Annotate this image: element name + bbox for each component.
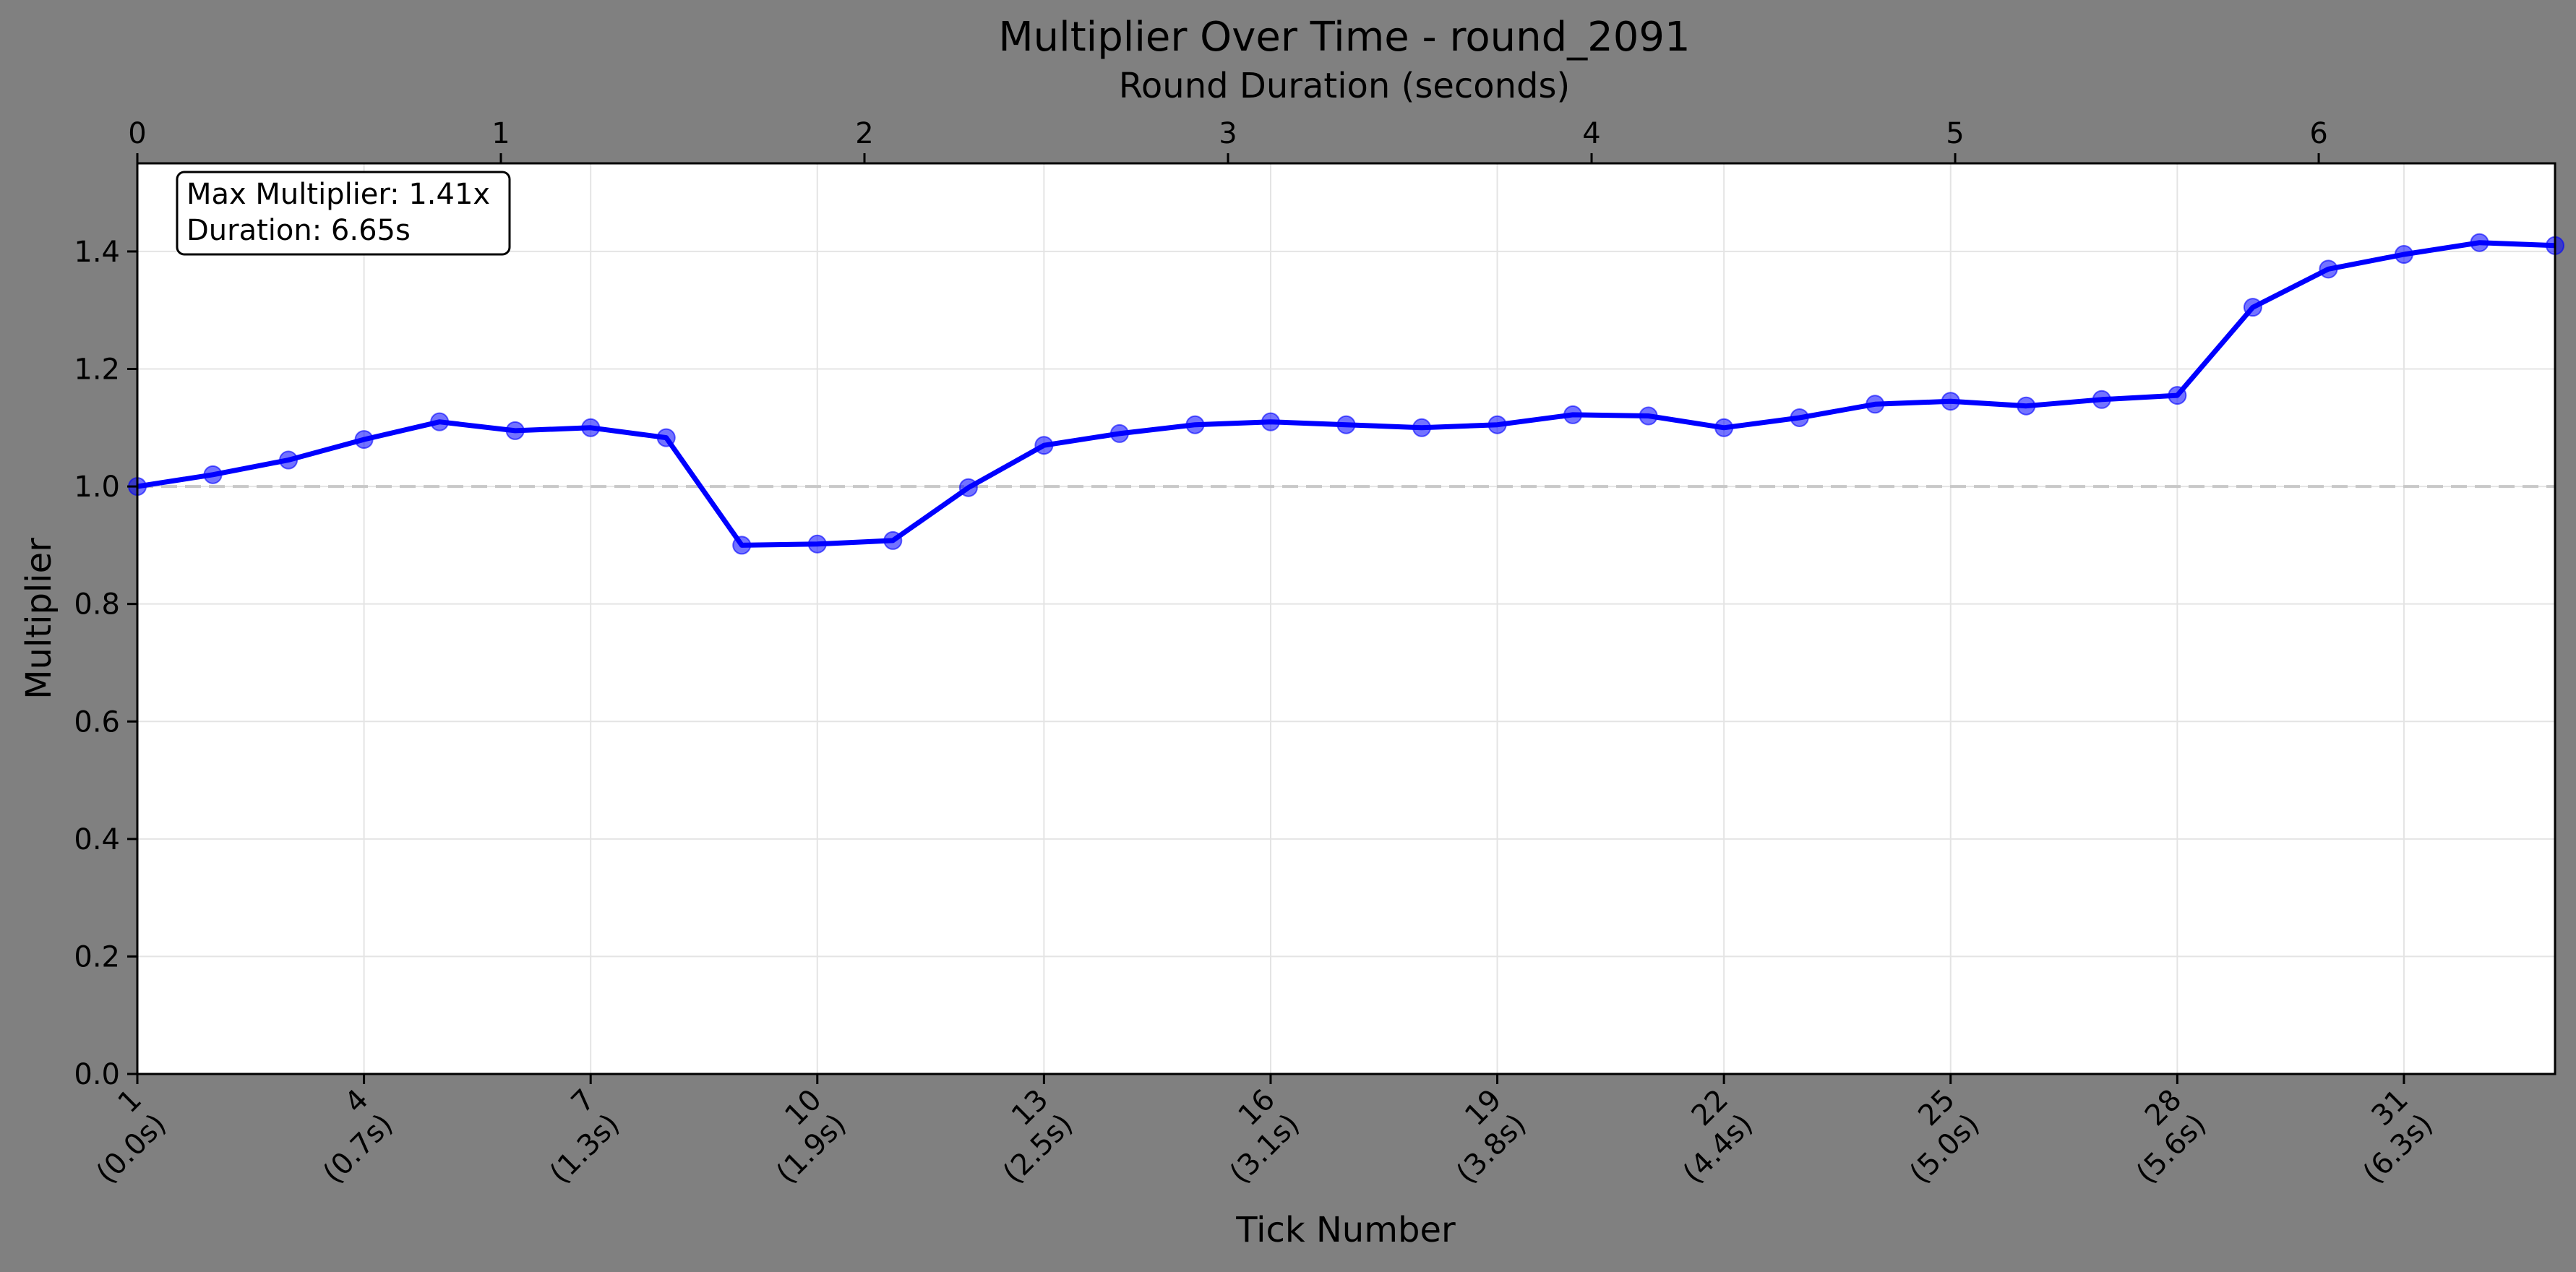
data-point (1563, 405, 1583, 424)
data-point (505, 421, 525, 440)
x-tick-label: 31(6.3s) (2332, 1083, 2439, 1190)
y-axis: 0.0 0.2 0.4 0.6 0.8 1.0 1.2 1.4 (74, 236, 137, 1091)
data-point (2470, 233, 2489, 252)
data-point (1941, 392, 1960, 411)
y-tick-label: 1.2 (74, 353, 120, 387)
x-axis-label: Tick Number (1235, 1210, 1456, 1250)
y-tick-label: 0.2 (74, 940, 120, 974)
data-point (1487, 415, 1507, 434)
data-point (581, 418, 601, 437)
x-tick-label: 1(0.0s) (66, 1083, 173, 1190)
annotation-max: Max Multiplier: 1.41x (186, 178, 490, 211)
data-point (958, 478, 978, 497)
data-point (807, 534, 827, 554)
x-tick-label: 13(2.5s) (972, 1083, 1079, 1190)
data-point (1109, 424, 1129, 443)
x-tick-label: 7(1.3s) (519, 1083, 626, 1190)
x-tick-label: 19(3.8s) (1425, 1083, 1532, 1190)
x-tick-label-time: (0.7s) (317, 1107, 399, 1190)
data-point (1714, 418, 1734, 437)
data-point (203, 465, 223, 484)
data-point (1034, 436, 1054, 455)
x-tick-label: 22(4.4s) (1652, 1083, 1759, 1190)
top-axis-label: Round Duration (seconds) (1119, 66, 1571, 106)
plot-frame (136, 162, 2556, 1075)
x-tick-label-time: (0.0s) (90, 1107, 173, 1190)
data-point (279, 450, 299, 470)
data-point (732, 536, 752, 555)
x-tick-label: 4(0.7s) (292, 1083, 399, 1190)
x-tick-label: 28(5.6s) (2105, 1083, 2212, 1190)
data-point (1336, 415, 1356, 434)
data-point (1261, 412, 1280, 431)
data-point (354, 430, 374, 450)
top-tick-label: 5 (1946, 117, 1964, 150)
y-tick-label: 1.0 (74, 470, 120, 504)
annotation-box: Max Multiplier: 1.41x Duration: 6.65s (176, 171, 511, 256)
data-point (2319, 259, 2338, 279)
y-tick-label: 0.4 (74, 823, 120, 856)
data-point (2394, 245, 2413, 264)
y-tick-label: 0.6 (74, 705, 120, 739)
top-axis: 0 1 2 3 4 5 6 (128, 117, 2328, 163)
x-tick-label: 25(5.0s) (1879, 1083, 1986, 1190)
x-tick-label: 10(1.9s) (746, 1083, 853, 1190)
top-tick-label: 2 (855, 117, 873, 150)
chart-title: Multiplier Over Time - round_2091 (998, 14, 1690, 61)
data-point (1866, 395, 1885, 414)
annotation-duration: Duration: 6.65s (186, 214, 411, 247)
data-point (430, 412, 450, 431)
data-point (1639, 406, 1658, 426)
data-point (883, 530, 903, 550)
x-tick-label: 16(3.1s) (1199, 1083, 1306, 1190)
top-tick-label: 4 (1582, 117, 1600, 150)
data-point (2017, 396, 2036, 416)
grid (137, 163, 2555, 1075)
top-tick-label: 0 (128, 117, 146, 150)
y-tick-label: 0.0 (74, 1058, 120, 1091)
y-tick-label: 0.8 (74, 588, 120, 622)
y-axis-label: Multiplier (19, 538, 59, 700)
top-tick-label: 3 (1219, 117, 1237, 150)
x-axis: 1(0.0s) 4(0.7s) 7(1.3s) 10(1.9s) 13(2.5s) 16(… (66, 1074, 2439, 1190)
data-point (1185, 415, 1205, 434)
data-point (2092, 390, 2111, 409)
data-point (1790, 408, 1809, 427)
data-point (2168, 386, 2187, 405)
y-tick-label: 1.4 (74, 236, 120, 269)
top-tick-label: 6 (2309, 117, 2327, 150)
data-point (1412, 418, 1432, 437)
plot-area (137, 163, 2555, 1074)
data-point (2243, 298, 2262, 317)
top-tick-label: 1 (491, 117, 510, 150)
data-point (656, 428, 676, 447)
x-tick-label-time: (1.3s) (544, 1107, 626, 1190)
